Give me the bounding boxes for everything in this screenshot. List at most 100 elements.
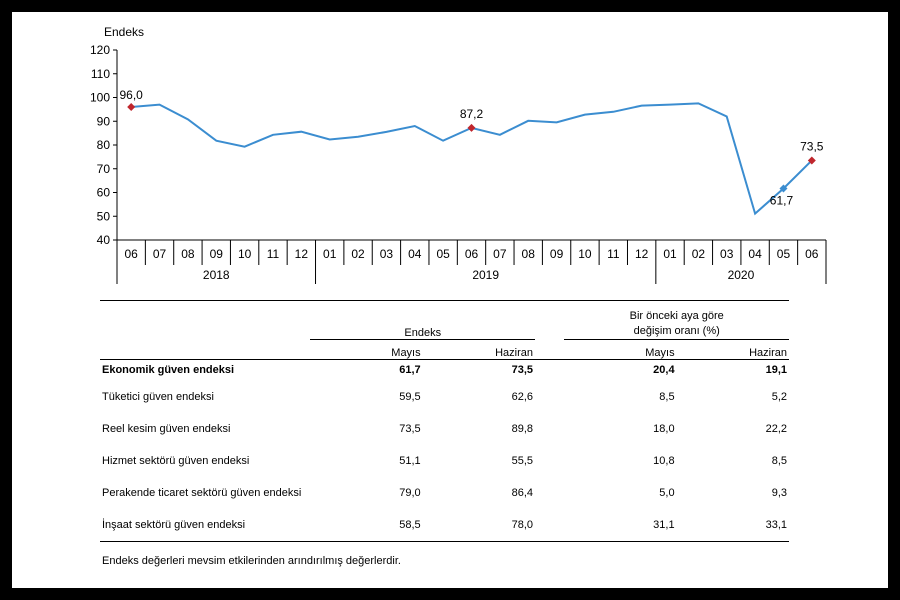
row-label: Reel kesim güven endeksi <box>102 423 231 435</box>
cell-may-index: 51,1 <box>399 455 421 467</box>
cell-june-index: 86,4 <box>511 487 533 499</box>
line-chart: Endeks 40 50 60 70 80 90 100 110 120 06 07 08 09 10 1… <box>90 25 827 284</box>
footnote: Endeks değerleri mevsim etkilerinden arı… <box>102 555 401 567</box>
cell-may-change: 10,8 <box>653 455 675 467</box>
data-point-marker <box>127 103 136 111</box>
table-bottom-rule <box>100 540 789 542</box>
cell-may-index: 79,0 <box>399 487 421 499</box>
table-row: Hizmet sektörü güven endeksi 51,1 55,5 10,8… <box>100 445 789 477</box>
x-tick-label: 05 <box>777 247 791 261</box>
cell-june-index: 73,5 <box>511 364 533 377</box>
sub-header-june: Haziran <box>422 339 535 360</box>
cell-june-change: 22,2 <box>765 423 787 435</box>
cell-may-change: 20,4 <box>653 364 675 377</box>
cell-spacer <box>535 445 564 477</box>
x-tick-label: 01 <box>663 247 677 261</box>
sub-header-may-change: Mayıs <box>564 339 677 360</box>
y-tick-label: 70 <box>97 162 111 176</box>
x-tick-label: 12 <box>635 247 649 261</box>
cell-june-index: 78,0 <box>511 518 533 531</box>
x-tick-label: 06 <box>125 247 139 261</box>
x-tick-label: 02 <box>692 247 706 261</box>
cell-may-index: 73,5 <box>399 423 421 435</box>
x-tick-label: 01 <box>323 247 337 261</box>
x-tick-label: 07 <box>493 247 507 261</box>
x-tick-label: 11 <box>267 247 280 261</box>
row-label: Ekonomik güven endeksi <box>102 364 235 377</box>
table-row: Reel kesim güven endeksi 73,5 89,8 18,0 22,2 <box>100 413 789 445</box>
x-axis: 06 07 08 09 10 11 12 01 02 03 04 05 06 07 08 09 10 11 12 01… <box>116 239 827 284</box>
x-tick-label: 06 <box>465 247 479 261</box>
y-tick-label: 80 <box>97 138 111 152</box>
x-year-label: 2020 <box>728 268 755 282</box>
x-year-label: 2018 <box>203 268 230 282</box>
y-tick-label: 50 <box>97 209 111 223</box>
x-year-label: 2019 <box>472 268 499 282</box>
cell-may-change: 8,5 <box>659 391 675 403</box>
cell-spacer <box>535 509 564 541</box>
cell-june-index: 89,8 <box>511 423 533 435</box>
cell-may-index: 61,7 <box>399 364 421 377</box>
group-header-change: Bir önceki aya göre değişim oranı (%) <box>564 307 789 340</box>
x-tick-label: 08 <box>181 247 195 261</box>
data-point-marker <box>467 123 476 132</box>
cell-june-index: 62,6 <box>511 391 533 403</box>
y-tick-label: 110 <box>91 67 110 81</box>
row-label: Perakende ticaret sektörü güven endeksi <box>102 487 302 499</box>
content-card: Endeks 40 50 60 70 80 90 100 110 120 06 07 08 09 10 1… <box>12 12 888 588</box>
cell-may-index: 59,5 <box>399 391 421 403</box>
x-tick-label: 03 <box>720 247 734 261</box>
table-row: Perakende ticaret sektörü güven endeksi 7… <box>100 477 789 509</box>
x-tick-label: 09 <box>210 247 224 261</box>
x-tick-label: 04 <box>408 247 422 261</box>
x-tick-label: 07 <box>153 247 167 261</box>
cell-spacer <box>535 477 564 509</box>
cell-june-change: 5,2 <box>771 391 787 403</box>
x-tick-label: 04 <box>748 247 762 261</box>
row-label: İnşaat sektörü güven endeksi <box>102 518 246 531</box>
table-row: Tüketici güven endeksi 59,5 62,6 8,5 5,2 <box>100 381 789 413</box>
x-tick-label: 09 <box>550 247 564 261</box>
x-tick-label: 03 <box>380 247 394 261</box>
table-row: Ekonomik güven endeksi 61,7 73,5 20,4 19,1 <box>100 359 789 381</box>
table-row: İnşaat sektörü güven endeksi 58,5 78,0 31,1… <box>100 509 789 541</box>
data-label: 73,5 <box>800 139 824 153</box>
data-label: 61,7 <box>770 193 794 207</box>
data-point-marker <box>807 156 816 165</box>
y-tick-label: 40 <box>97 233 111 247</box>
cell-may-change: 5,0 <box>659 487 675 499</box>
y-axis: 40 50 60 70 80 90 100 110 120 <box>90 43 118 247</box>
data-markers: 96,0 87,2 61,7 73,5 <box>120 88 824 207</box>
table-top-rule <box>100 300 789 307</box>
cell-june-change: 19,1 <box>765 364 787 377</box>
data-label: 96,0 <box>120 88 144 102</box>
group-header-endeks: Endeks <box>310 307 535 340</box>
cell-june-change: 33,1 <box>765 518 787 531</box>
x-tick-label: 11 <box>607 247 620 261</box>
group-header-change-line1: Bir önceki aya göre <box>629 309 724 322</box>
sub-header-may: Mayıs <box>310 339 423 360</box>
row-label: Hizmet sektörü güven endeksi <box>102 455 250 467</box>
x-tick-label: 08 <box>522 247 536 261</box>
cell-june-change: 9,3 <box>771 487 787 499</box>
cell-spacer <box>535 413 564 445</box>
x-tick-label: 10 <box>238 247 252 261</box>
cell-june-index: 55,5 <box>511 455 533 467</box>
sub-header-june-change: Haziran <box>676 339 789 360</box>
x-tick-label: 06 <box>805 247 819 261</box>
cell-may-change: 18,0 <box>653 423 675 435</box>
x-tick-label: 05 <box>436 247 450 261</box>
x-tick-label: 10 <box>578 247 592 261</box>
y-tick-label: 90 <box>97 114 111 128</box>
cell-may-index: 58,5 <box>399 518 421 531</box>
group-header-change-line2: değişim oranı (%) <box>633 324 720 337</box>
y-tick-label: 60 <box>97 186 111 200</box>
x-tick-label: 02 <box>351 247 365 261</box>
x-tick-label: 12 <box>295 247 309 261</box>
y-axis-label: Endeks <box>104 25 144 39</box>
table-group-header: Endeks Bir önceki aya göre değişim oranı… <box>100 307 789 340</box>
y-tick-label: 100 <box>90 91 110 105</box>
table-sub-header: Mayıs Haziran Mayıs Haziran <box>100 339 789 360</box>
cell-spacer <box>535 381 564 413</box>
row-label: Tüketici güven endeksi <box>102 391 214 403</box>
